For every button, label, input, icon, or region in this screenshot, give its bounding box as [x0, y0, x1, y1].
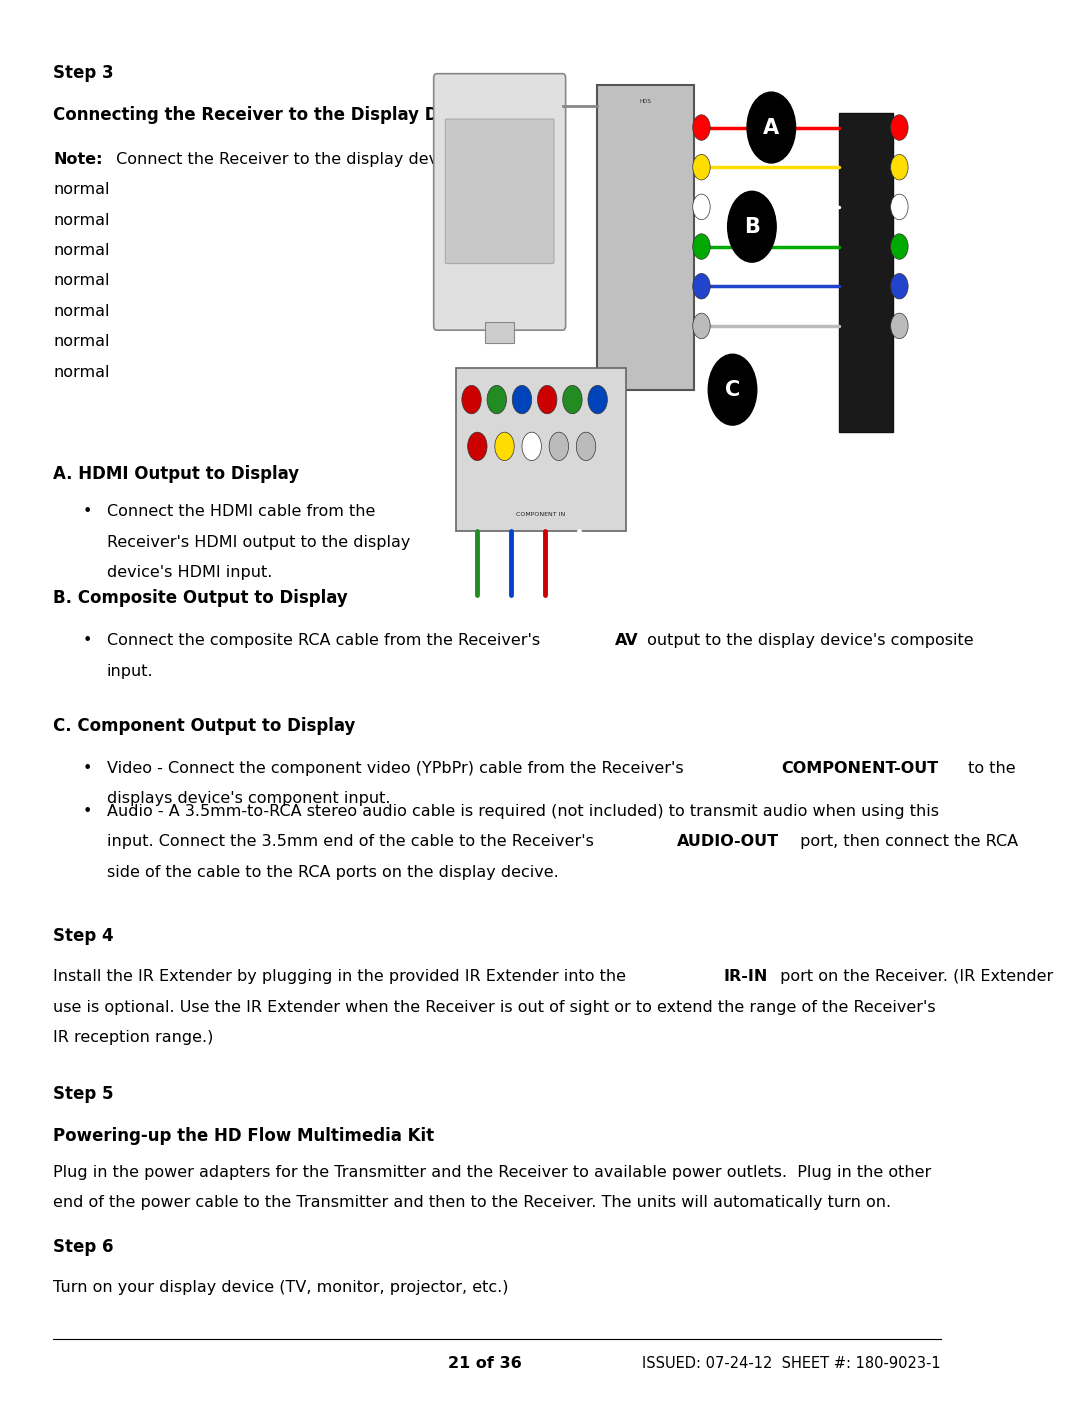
FancyBboxPatch shape — [434, 74, 566, 330]
Text: side of the cable to the RCA ports on the display decive.: side of the cable to the RCA ports on th… — [107, 864, 558, 880]
Text: IR-IN: IR-IN — [724, 969, 768, 985]
Circle shape — [692, 273, 711, 299]
Text: Step 6: Step 6 — [53, 1238, 113, 1257]
Text: Audio - A 3.5mm-to-RCA stereo audio cable is required (not included) to transmit: Audio - A 3.5mm-to-RCA stereo audio cabl… — [107, 803, 939, 819]
Text: •: • — [82, 504, 92, 520]
FancyBboxPatch shape — [596, 85, 693, 390]
Circle shape — [577, 432, 596, 461]
Circle shape — [708, 354, 757, 425]
Circle shape — [462, 385, 482, 414]
Text: normal: normal — [53, 364, 110, 380]
Text: IR reception range.): IR reception range.) — [53, 1030, 214, 1046]
Circle shape — [563, 385, 582, 414]
Text: AUDIO-OUT: AUDIO-OUT — [677, 835, 779, 849]
Circle shape — [549, 432, 568, 461]
Text: normal: normal — [53, 213, 110, 228]
Circle shape — [891, 273, 908, 299]
Text: displays device's component input.: displays device's component input. — [107, 791, 390, 806]
Text: Video - Connect the component video (YPbPr) cable from the Receiver's: Video - Connect the component video (YPb… — [107, 761, 688, 777]
FancyBboxPatch shape — [485, 322, 514, 343]
Circle shape — [692, 234, 711, 259]
Text: HDS: HDS — [639, 99, 651, 105]
Text: •: • — [82, 633, 92, 649]
Circle shape — [747, 92, 796, 163]
Circle shape — [522, 432, 541, 461]
Circle shape — [891, 115, 908, 140]
Circle shape — [495, 432, 514, 461]
Text: Install the IR Extender by plugging in the provided IR Extender into the: Install the IR Extender by plugging in t… — [53, 969, 632, 985]
Text: A. HDMI Output to Display: A. HDMI Output to Display — [53, 465, 299, 483]
Text: input. Connect the 3.5mm end of the cable to the Receiver's: input. Connect the 3.5mm end of the cabl… — [107, 835, 598, 849]
Text: Connect the composite RCA cable from the Receiver's: Connect the composite RCA cable from the… — [107, 633, 545, 649]
Circle shape — [891, 234, 908, 259]
Circle shape — [891, 313, 908, 339]
Text: Connecting the Receiver to the Display Device: Connecting the Receiver to the Display D… — [53, 106, 488, 125]
Circle shape — [692, 194, 711, 220]
Text: output to the display device's composite: output to the display device's composite — [643, 633, 974, 649]
Text: port, then connect the RCA: port, then connect the RCA — [795, 835, 1018, 849]
Text: to the: to the — [963, 761, 1016, 777]
Text: device's HDMI input.: device's HDMI input. — [107, 565, 272, 581]
Text: normal: normal — [53, 334, 110, 350]
Text: Note:: Note: — [53, 152, 103, 167]
Text: COMPONENT-OUT: COMPONENT-OUT — [781, 761, 939, 777]
Text: 21 of 36: 21 of 36 — [448, 1356, 522, 1372]
Text: normal: normal — [53, 183, 110, 197]
Text: Turn on your display device (TV, monitor, projector, etc.): Turn on your display device (TV, monitor… — [53, 1280, 509, 1295]
Text: normal: normal — [53, 273, 110, 289]
Text: end of the power cable to the Transmitter and then to the Receiver. The units wi: end of the power cable to the Transmitte… — [53, 1196, 891, 1210]
Text: C. Component Output to Display: C. Component Output to Display — [53, 717, 355, 735]
Text: normal: normal — [53, 244, 110, 258]
FancyBboxPatch shape — [445, 119, 554, 264]
Circle shape — [891, 194, 908, 220]
Text: B. Composite Output to Display: B. Composite Output to Display — [53, 589, 348, 608]
Circle shape — [692, 313, 711, 339]
Text: C: C — [725, 380, 740, 400]
Text: •: • — [82, 803, 92, 819]
Text: COMPONENT IN: COMPONENT IN — [516, 512, 566, 517]
Text: use is optional. Use the IR Extender when the Receiver is out of sight or to ext: use is optional. Use the IR Extender whe… — [53, 1000, 936, 1015]
Text: Step 4: Step 4 — [53, 927, 114, 945]
Circle shape — [692, 115, 711, 140]
Circle shape — [468, 432, 487, 461]
Text: Step 3: Step 3 — [53, 64, 114, 82]
Text: Connect the HDMI cable from the: Connect the HDMI cable from the — [107, 504, 375, 520]
Circle shape — [487, 385, 507, 414]
Circle shape — [728, 191, 777, 262]
Text: Step 5: Step 5 — [53, 1085, 113, 1104]
Circle shape — [588, 385, 607, 414]
Text: AV: AV — [615, 633, 638, 649]
Circle shape — [512, 385, 531, 414]
Text: Plug in the power adapters for the Transmitter and the Receiver to available pow: Plug in the power adapters for the Trans… — [53, 1165, 932, 1180]
FancyBboxPatch shape — [839, 113, 892, 432]
Circle shape — [891, 154, 908, 180]
Circle shape — [692, 154, 711, 180]
Circle shape — [538, 385, 557, 414]
Text: input.: input. — [107, 663, 153, 679]
Text: ISSUED: 07-24-12  SHEET #: 180-9023-1: ISSUED: 07-24-12 SHEET #: 180-9023-1 — [643, 1356, 941, 1372]
Text: Receiver's HDMI output to the display: Receiver's HDMI output to the display — [107, 534, 410, 550]
Text: •: • — [82, 761, 92, 777]
Text: Powering-up the HD Flow Multimedia Kit: Powering-up the HD Flow Multimedia Kit — [53, 1127, 434, 1145]
Text: A: A — [764, 118, 780, 137]
FancyBboxPatch shape — [456, 368, 625, 531]
Text: normal: normal — [53, 303, 110, 319]
Text: Connect the Receiver to the display device: Connect the Receiver to the display devi… — [111, 152, 461, 167]
Text: port on the Receiver. (IR Extender: port on the Receiver. (IR Extender — [775, 969, 1053, 985]
Text: B: B — [744, 217, 760, 237]
